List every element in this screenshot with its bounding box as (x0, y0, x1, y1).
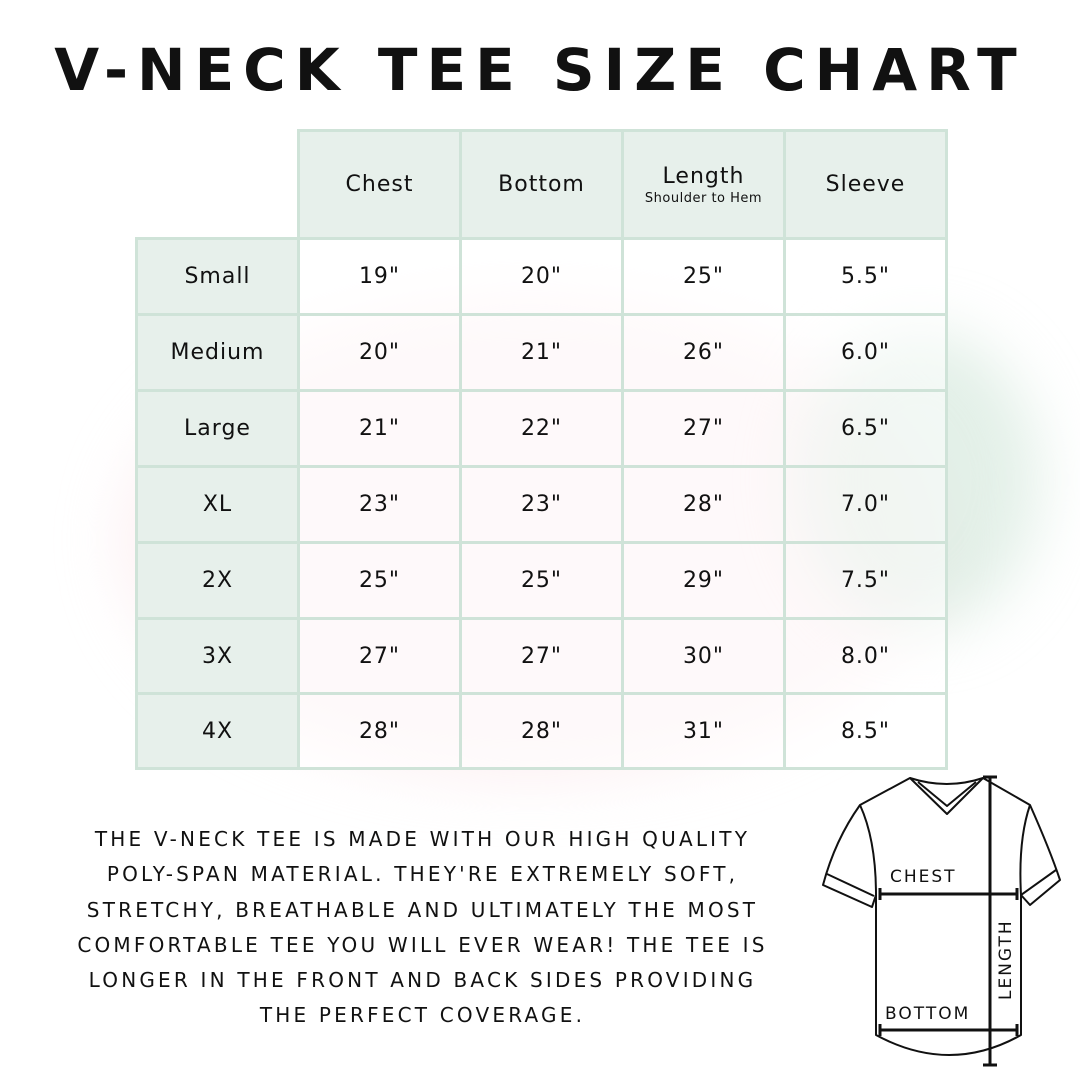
tee-outline (822, 777, 1061, 1056)
tee-side-seams (859, 804, 1031, 896)
measurement-cell: 29" (621, 541, 786, 620)
header-label: Length (662, 163, 745, 189)
header-label: Chest (345, 172, 414, 197)
description: The V-Neck Tee is made with our high qua… (30, 822, 815, 1034)
length-label: LENGTH (996, 919, 1016, 1000)
measurement-cell: 6.0" (783, 313, 948, 392)
measurement-cell: 26" (621, 313, 786, 392)
header-label: Sleeve (825, 172, 906, 197)
description-line: poly-span material. They're extremely so… (106, 862, 739, 887)
tee-sleeve-cuffs (826, 869, 1057, 897)
measurement-cell: 20" (459, 237, 624, 316)
measurement-cell: 21" (297, 389, 462, 468)
measurement-cell: 6.5" (783, 389, 948, 468)
measurement-cell: 19" (297, 237, 462, 316)
measurement-cell: 28" (459, 692, 624, 770)
tee-collar (909, 777, 984, 815)
page-title: V-NECK TEE SIZE CHART (54, 36, 1026, 104)
description-line: stretchy, breathable and ultimately the … (86, 897, 759, 922)
header-sublabel: Shoulder to Hem (644, 190, 763, 206)
header-label: Bottom (498, 172, 585, 197)
description-line: longer in the front and back sides provi… (88, 968, 757, 993)
chest-label: CHEST (890, 867, 957, 887)
size-label: 4X (135, 692, 300, 770)
column-header: Length Shoulder to Hem (621, 129, 786, 240)
size-label: Medium (135, 313, 300, 392)
description-line: The V-Neck Tee is made with our high qua… (94, 827, 751, 851)
description-line: the perfect coverage. (259, 1003, 586, 1028)
measurement-cell: 31" (621, 692, 786, 770)
description-line: comfortable tee you will ever wear! The … (77, 932, 768, 957)
measurement-cell: 28" (297, 692, 462, 770)
bottom-label: BOTTOM (885, 1004, 970, 1024)
size-label: Small (135, 237, 300, 316)
measurement-cell: 8.5" (783, 692, 948, 770)
measurement-cell: 25" (621, 237, 786, 316)
measurement-cell: 30" (621, 617, 786, 695)
measurement-cell: 8.0" (783, 617, 948, 695)
